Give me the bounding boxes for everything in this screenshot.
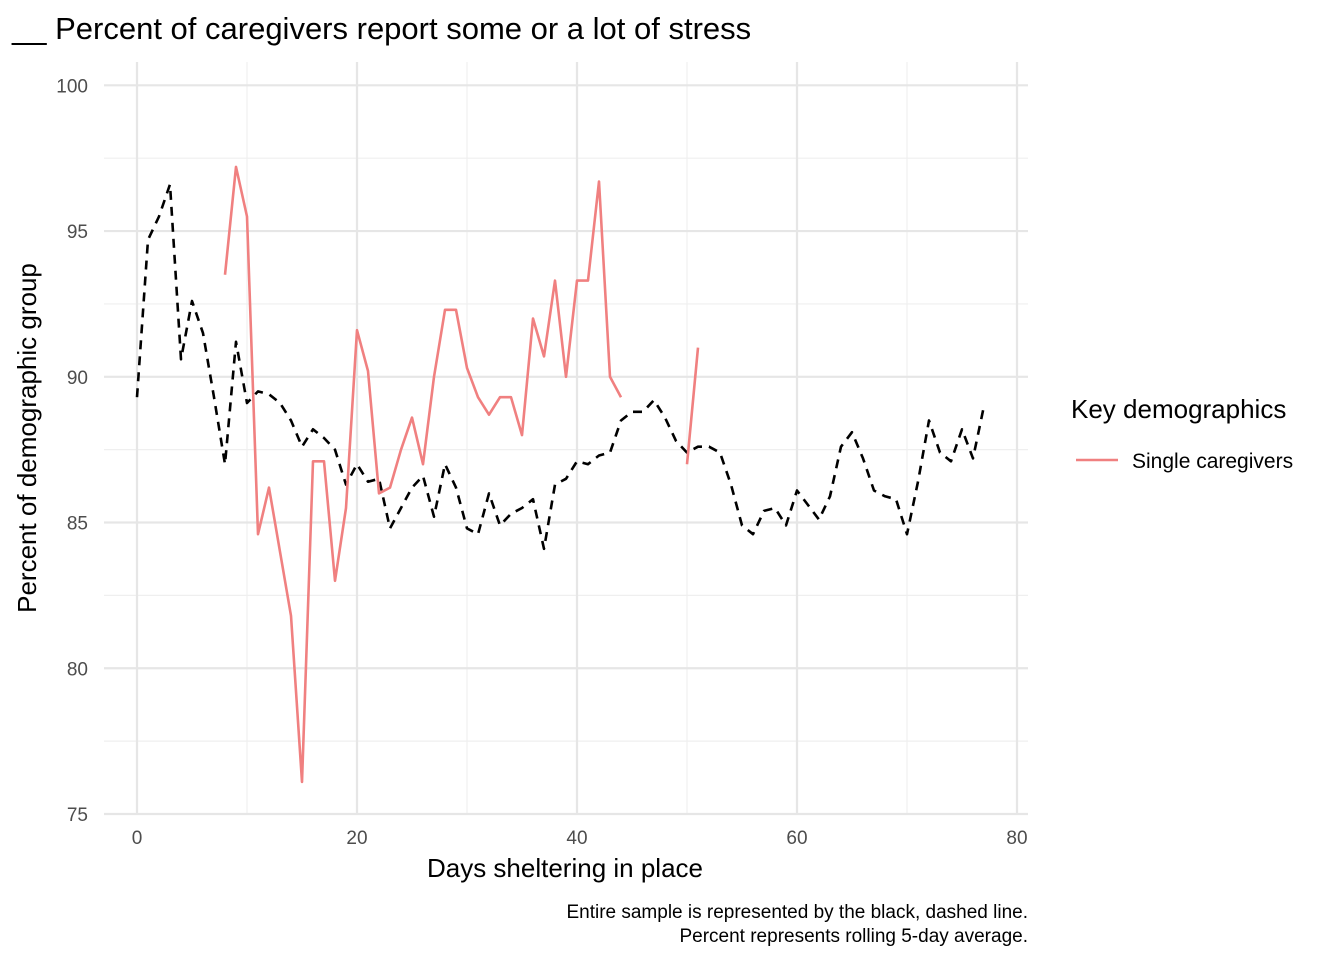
x-tick-label: 60 [786,828,807,849]
series-lines [135,165,986,784]
x-tick-label: 20 [346,828,367,849]
y-axis-title: Percent of demographic group [12,263,42,613]
caption-line-1: Entire sample is represented by the blac… [566,902,1028,923]
legend: Key demographics Single caregivers [1071,394,1293,473]
y-tick-label: 90 [67,368,88,389]
x-tick-label: 40 [566,828,587,849]
x-tick-label: 80 [1006,828,1027,849]
legend-label-single-caregivers: Single caregivers [1132,450,1293,473]
y-tick-label: 75 [67,805,88,826]
y-tick-label: 80 [67,659,88,680]
tick-labels: 0 20 40 60 80 75 80 85 90 95 100 [56,76,1027,849]
caption-line-2: Percent represents rolling 5-day average… [679,926,1028,947]
chart-title: __ Percent of caregivers report some or … [11,11,751,46]
legend-title: Key demographics [1071,394,1286,424]
caption: Entire sample is represented by the blac… [566,902,1028,947]
entire-sample-line [135,183,986,551]
y-tick-label: 85 [67,514,88,535]
single-caregivers-line [223,165,623,784]
y-tick-label: 95 [67,222,88,243]
grid [104,62,1028,816]
y-tick-label: 100 [56,76,88,97]
x-axis-title: Days sheltering in place [427,853,703,883]
x-tick-label: 0 [132,828,143,849]
single-caregivers-line [685,347,700,465]
